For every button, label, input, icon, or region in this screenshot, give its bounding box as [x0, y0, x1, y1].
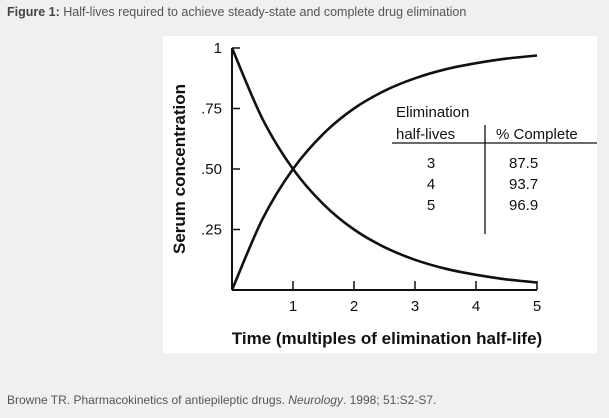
- x-ticks: 1 2 3 4 5: [289, 281, 541, 315]
- figure-caption: Figure 1: Half-lives required to achieve…: [7, 5, 466, 19]
- elimination-table: Elimination half-lives % Complete 3 87.5 4…: [392, 104, 597, 234]
- table-header-line1: Elimination: [396, 104, 469, 121]
- x-tick-label: 2: [350, 298, 358, 315]
- x-tick-label: 1: [289, 298, 297, 315]
- x-tick-label: 4: [472, 298, 480, 315]
- x-axis-label: Time (multiples of elimination half-life…: [232, 329, 542, 348]
- figure-caption-text: Half-lives required to achieve steady-st…: [63, 5, 467, 19]
- citation-suffix: . 1998; 51:S2-S7.: [342, 393, 437, 407]
- y-tick-label: .25: [201, 222, 222, 239]
- y-ticks: 1 .75 .50 .25: [201, 40, 240, 239]
- y-axis-label: Serum concentration: [170, 84, 189, 254]
- series-lines: [230, 47, 538, 291]
- table-cell-half-lives: 3: [427, 155, 435, 172]
- x-tick-label: 5: [533, 298, 541, 315]
- y-tick-label: 1: [214, 40, 222, 57]
- y-tick-label: .50: [201, 161, 222, 178]
- table-header-percent: % Complete: [496, 126, 578, 143]
- accumulation-curve: [230, 54, 538, 291]
- citation-prefix: Browne TR. Pharmacokinetics of antiepile…: [7, 393, 289, 407]
- table-cell-half-lives: 4: [427, 176, 435, 193]
- citation-journal: Neurology: [288, 393, 343, 407]
- table-cell-percent: 93.7: [509, 176, 538, 193]
- table-cell-percent: 87.5: [509, 155, 538, 172]
- figure-caption-label: Figure 1:: [7, 5, 60, 19]
- table-rows: 3 87.5 4 93.7 5 96.9: [427, 155, 538, 214]
- table-cell-half-lives: 5: [427, 197, 435, 214]
- elimination-curve: [230, 47, 538, 284]
- y-tick-label: .75: [201, 101, 222, 118]
- table-header-line2: half-lives: [396, 126, 455, 143]
- table-cell-percent: 96.9: [509, 197, 538, 214]
- citation: Browne TR. Pharmacokinetics of antiepile…: [7, 393, 436, 407]
- half-life-chart: 1 .75 .50 .25 1 2 3 4 5 Serum concentration Tim…: [170, 40, 597, 348]
- figure-panel: 1 .75 .50 .25 1 2 3 4 5 Serum concentration Tim…: [163, 36, 597, 353]
- x-tick-label: 3: [411, 298, 419, 315]
